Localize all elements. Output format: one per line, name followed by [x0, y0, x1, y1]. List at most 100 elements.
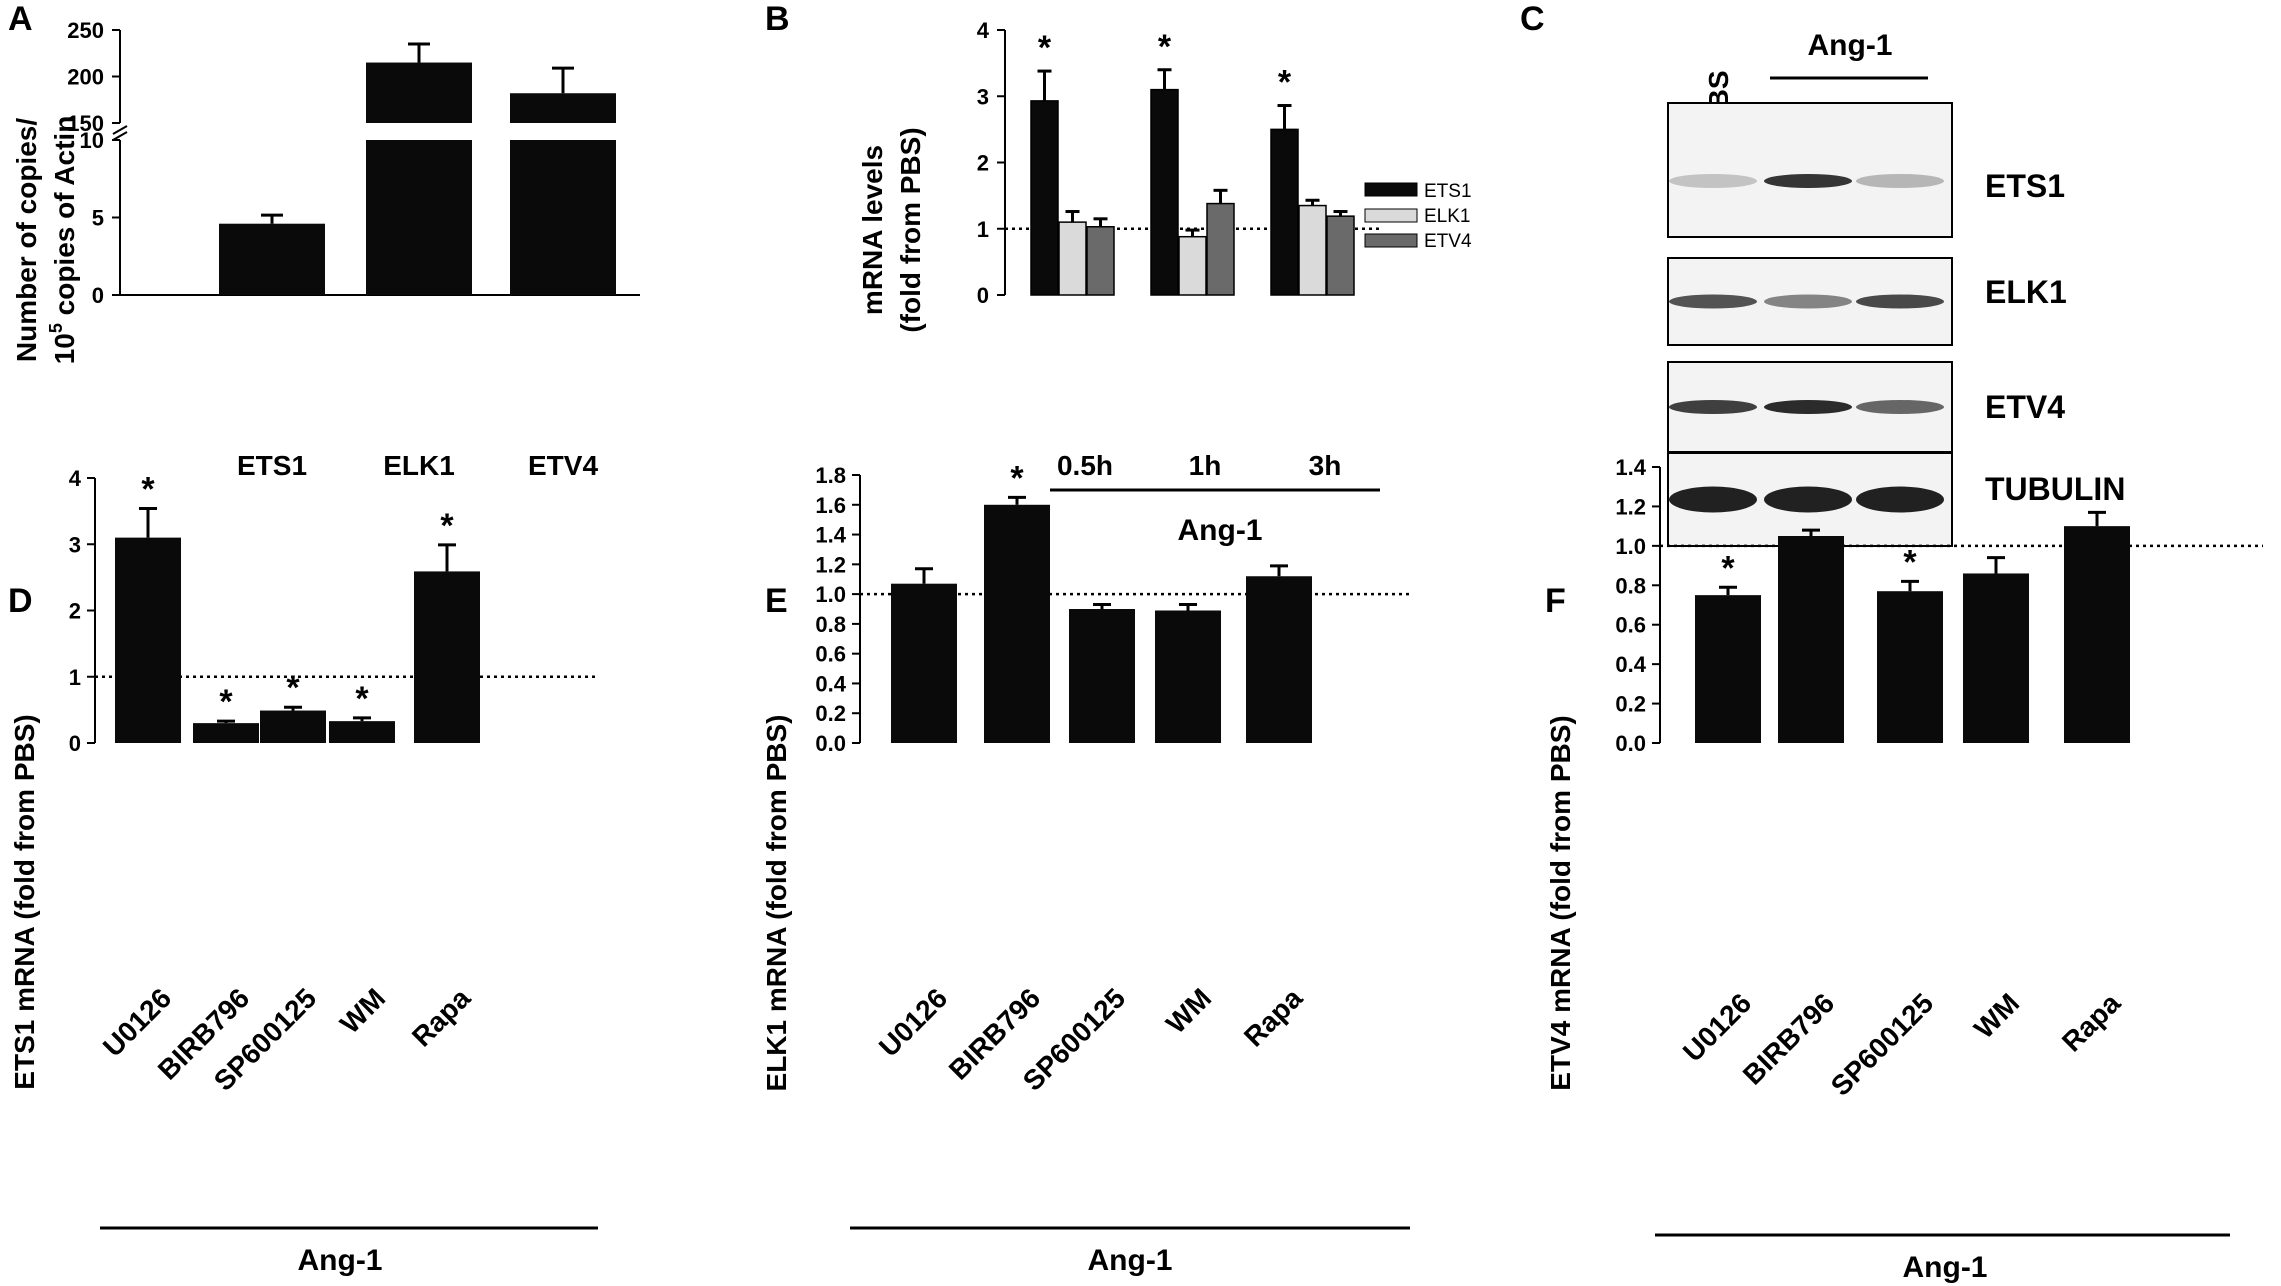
- panel-f-bar-sp600125: [1877, 591, 1943, 743]
- panel-b-bar-elk1-1: [1178, 235, 1207, 296]
- panel-f-ytick-label: 1.0: [1615, 534, 1646, 559]
- panel-f-ytick-label: 1.2: [1615, 494, 1646, 519]
- blot-etv4-band-3h: [1856, 400, 1944, 414]
- panel-b-bar-etv4-1: [1206, 202, 1235, 296]
- panel-f-cat-label: SP600125: [1825, 987, 1939, 1101]
- blot-tubulin-band-pbs: [1669, 486, 1757, 513]
- panel-b-ytick-label: 0: [977, 283, 989, 308]
- blot-ets1-band-1h: [1764, 174, 1852, 188]
- panel-e-ytick-label: 1.6: [815, 493, 846, 518]
- panel-e-ytick-label: 0.4: [815, 671, 846, 696]
- panel-e-cat-label: U0126: [873, 982, 953, 1062]
- panel-a-bar-etv4-upper: [510, 93, 616, 123]
- panel-e: E ELK1 mRNA (fold from PBS) 0.0 0.2 0.4 0.6…: [761, 459, 1410, 1277]
- panel-f-bar-birb796: [1778, 536, 1844, 743]
- panel-d-bar-u0126-significance: *: [141, 470, 155, 508]
- panel-b-bar-ets1-0: [1030, 100, 1059, 296]
- panel-a-ylabel-line2-a: 10: [49, 333, 80, 364]
- blot-etv4-band-1h: [1764, 400, 1852, 414]
- panel-c-label: C: [1520, 0, 1545, 38]
- panel-a-ylabel-line2: 105 copies of Actin: [46, 116, 80, 365]
- panel-a-ytick-label: 10: [80, 128, 104, 153]
- panel-d-ytick-label: 4: [69, 466, 82, 491]
- panel-b-bar-etv4-0: [1086, 226, 1115, 296]
- panel-e-cat-label: WM: [1160, 982, 1217, 1039]
- panel-e-bar-rapa: [1246, 576, 1312, 743]
- panel-d-cat-label: WM: [334, 982, 391, 1039]
- panel-d-bar-rapa: [414, 571, 480, 743]
- blot-label-tubulin: TUBULIN: [1985, 471, 2125, 507]
- panel-a: A Number of copies/ 105 copies of Actin …: [8, 0, 640, 481]
- panel-f-ytick-label: 0.8: [1615, 573, 1646, 598]
- panel-b-plot: 0 1 2 3 4 * * *: [977, 18, 1380, 308]
- panel-b: B mRNA levels (fold from PBS) 0 1 2 3 4 * * * E…: [765, 0, 1472, 547]
- panel-b-label: B: [765, 0, 790, 38]
- panel-b-cat-1h: 1h: [1189, 450, 1222, 481]
- panel-b-bar-elk1-2: [1298, 204, 1327, 296]
- panel-d-label: D: [8, 582, 33, 620]
- panel-f-ytick-label: 1.4: [1615, 455, 1646, 480]
- panel-d-ytick-label: 1: [69, 665, 81, 690]
- panel-e-ytick-label: 1.2: [815, 552, 846, 577]
- panel-e-ytick-label: 0.0: [815, 731, 846, 756]
- panel-e-group-label: Ang-1: [1088, 1244, 1173, 1277]
- panel-a-axis-break-mark: [112, 131, 128, 141]
- panel-f-cat-label: WM: [1968, 987, 2025, 1044]
- blot-header: Ang-1: [1808, 29, 1893, 62]
- panel-b-ytick-label: 4: [977, 18, 990, 43]
- panel-a-bar-ets1: [219, 223, 325, 295]
- blot-elk1-band-pbs: [1669, 294, 1757, 309]
- panel-d-bar-birb796-significance: *: [219, 683, 233, 721]
- panel-b-bar-ets1-0-significance: *: [1038, 29, 1052, 67]
- blot-label-elk1: ELK1: [1985, 274, 2067, 310]
- blot-ets1-band-pbs: [1669, 174, 1757, 188]
- panel-b-group-label: Ang-1: [1178, 514, 1263, 547]
- panel-a-bar-etv4-lower: [510, 140, 616, 295]
- blot-elk1-band-1h: [1764, 294, 1852, 309]
- panel-b-ytick-label: 1: [977, 217, 989, 242]
- panel-d-cat-label: Rapa: [406, 982, 477, 1053]
- panel-f-ytick-label: 0.4: [1615, 652, 1646, 677]
- panel-f-cat-label: BIRB796: [1737, 987, 1840, 1090]
- panel-a-cat-elk1: ELK1: [383, 450, 455, 481]
- panel-f-label: F: [1545, 582, 1566, 620]
- panel-e-cat-label: Rapa: [1238, 982, 1309, 1053]
- blot-etv4-band-pbs: [1669, 400, 1757, 414]
- blot-tubulin-band-3h: [1856, 486, 1944, 513]
- blot-label-ets1: ETS1: [1985, 168, 2065, 204]
- panel-e-bar-sp600125: [1069, 609, 1135, 743]
- panel-e-label: E: [765, 582, 788, 620]
- panel-c: C PBS Ang-1 1h 3h ETS1 ELK1 ETV4 TUBULIN: [1520, 0, 2125, 547]
- panel-a-cat-ets1: ETS1: [237, 450, 307, 481]
- panel-a-cat-etv4: ETV4: [528, 450, 598, 481]
- panel-b-cat-3h: 3h: [1309, 450, 1342, 481]
- panel-f-bar-sp600125-significance: *: [1903, 543, 1917, 581]
- blot-ets1-panel: [1667, 102, 1953, 238]
- panel-a-ylabel-line1: Number of copies/: [11, 118, 42, 362]
- panel-b-bar-etv4-2: [1326, 215, 1355, 296]
- panel-a-ytick-label: 250: [67, 18, 104, 43]
- panel-a-ytick-label: 5: [92, 206, 104, 231]
- panel-e-bar-wm: [1155, 610, 1221, 743]
- blot-label-etv4: ETV4: [1985, 389, 2065, 425]
- panel-b-ylabel-line2: (fold from PBS): [895, 127, 926, 332]
- panel-a-ytick-label: 200: [67, 65, 104, 90]
- panel-e-plot: 0.00.20.40.60.81.01.21.41.61.8U0126*BIRB…: [815, 459, 1410, 1097]
- panel-b-bar-ets1-2: [1270, 128, 1299, 296]
- panel-f-ytick-label: 0.6: [1615, 613, 1646, 638]
- legend-swatch-elk1: [1364, 208, 1418, 223]
- blot-panels: [1667, 102, 1953, 547]
- panel-d-ytick-label: 2: [69, 599, 81, 624]
- blot-ets1-band-3h: [1856, 174, 1944, 188]
- panel-b-bar-elk1-0: [1058, 221, 1087, 296]
- panel-b-bar-ets1-2-significance: *: [1278, 64, 1292, 102]
- panel-d-bar-sp600125: [260, 710, 326, 743]
- panel-a-ytick-label: 150: [67, 111, 104, 136]
- panel-b-bar-ets1-1-significance: *: [1158, 28, 1172, 66]
- legend-label-elk1: ELK1: [1424, 206, 1470, 227]
- panel-f-bar-u0126: [1695, 595, 1761, 743]
